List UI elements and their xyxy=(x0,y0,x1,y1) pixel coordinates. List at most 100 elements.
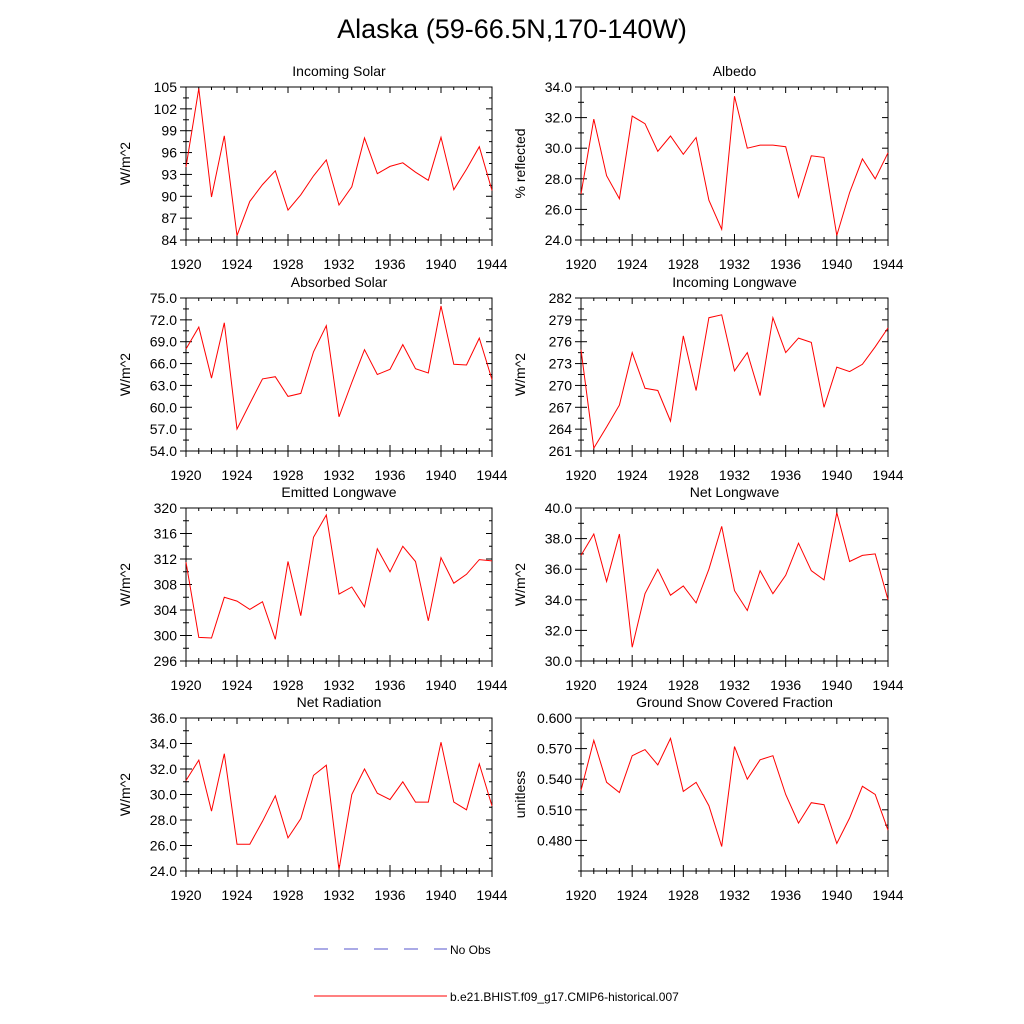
x-tick-label: 1944 xyxy=(476,467,507,483)
series-line xyxy=(580,512,889,648)
x-tick-label: 1928 xyxy=(272,256,303,272)
y-axis-label: W/m^2 xyxy=(117,142,133,185)
y-tick-label: 30.0 xyxy=(150,787,177,803)
x-tick-label: 1920 xyxy=(565,256,596,272)
x-tick-label: 1928 xyxy=(668,677,699,693)
y-tick-label: 0.480 xyxy=(537,832,572,848)
y-tick-label: 276 xyxy=(549,334,573,350)
panel-title: Net Radiation xyxy=(297,694,382,710)
x-tick-label: 1924 xyxy=(221,467,252,483)
y-tick-label: 273 xyxy=(549,356,573,372)
y-tick-label: 34.0 xyxy=(545,79,572,95)
x-tick-label: 1928 xyxy=(272,887,303,903)
y-tick-label: 267 xyxy=(549,399,573,415)
x-tick-label: 1928 xyxy=(668,256,699,272)
y-tick-label: 69.0 xyxy=(150,334,177,350)
x-tick-label: 1940 xyxy=(425,467,456,483)
y-tick-label: 72.0 xyxy=(150,312,177,328)
panel-title: Emitted Longwave xyxy=(281,484,396,500)
y-tick-label: 24.0 xyxy=(150,863,177,879)
x-tick-label: 1944 xyxy=(872,467,903,483)
x-tick-label: 1920 xyxy=(565,677,596,693)
x-tick-label: 1944 xyxy=(476,256,507,272)
y-tick-label: 57.0 xyxy=(150,421,177,437)
y-tick-label: 282 xyxy=(549,290,573,306)
chart-panel: Albedo % reflected 24.0 26.0 28.0 30.0 32.0 34.… xyxy=(512,63,904,272)
x-tick-label: 1932 xyxy=(323,256,354,272)
y-tick-label: 26.0 xyxy=(545,201,572,217)
y-tick-label: 102 xyxy=(154,101,178,117)
y-tick-label: 28.0 xyxy=(545,171,572,187)
y-tick-label: 40.0 xyxy=(545,500,572,516)
x-tick-label: 1924 xyxy=(617,256,648,272)
y-tick-label: 30.0 xyxy=(545,140,572,156)
x-tick-label: 1944 xyxy=(872,887,903,903)
x-tick-label: 1944 xyxy=(872,677,903,693)
panel-title: Ground Snow Covered Fraction xyxy=(636,694,833,710)
y-axis-label: W/m^2 xyxy=(117,353,133,396)
y-axis-label: % reflected xyxy=(512,128,528,198)
x-tick-label: 1924 xyxy=(617,887,648,903)
x-tick-label: 1928 xyxy=(272,467,303,483)
x-tick-label: 1924 xyxy=(221,677,252,693)
y-tick-label: 84 xyxy=(161,232,177,248)
x-tick-label: 1932 xyxy=(323,677,354,693)
x-tick-label: 1924 xyxy=(617,467,648,483)
x-tick-label: 1924 xyxy=(221,887,252,903)
x-tick-label: 1932 xyxy=(323,467,354,483)
series-line xyxy=(185,88,493,236)
y-tick-label: 99 xyxy=(161,123,177,139)
legend-label: b.e21.BHIST.f09_g17.CMIP6-historical.007 xyxy=(450,990,679,1004)
y-tick-label: 316 xyxy=(154,526,178,542)
panel-title: Albedo xyxy=(713,63,757,79)
x-tick-label: 1932 xyxy=(719,256,750,272)
y-tick-label: 261 xyxy=(549,443,573,459)
y-tick-label: 93 xyxy=(161,166,177,182)
x-tick-label: 1940 xyxy=(425,677,456,693)
x-tick-label: 1944 xyxy=(476,887,507,903)
x-tick-label: 1920 xyxy=(170,467,201,483)
y-tick-label: 66.0 xyxy=(150,356,177,372)
y-tick-label: 0.510 xyxy=(537,802,572,818)
plot-frame xyxy=(185,297,493,452)
series-line xyxy=(185,305,493,431)
x-tick-label: 1924 xyxy=(617,677,648,693)
y-tick-label: 24.0 xyxy=(545,232,572,248)
series-line xyxy=(580,736,889,847)
series-line xyxy=(185,513,493,640)
x-tick-label: 1936 xyxy=(374,677,405,693)
y-axis-label: W/m^2 xyxy=(512,353,528,396)
y-tick-label: 279 xyxy=(549,312,573,328)
y-tick-label: 105 xyxy=(154,79,178,95)
y-tick-label: 26.0 xyxy=(150,838,177,854)
x-tick-label: 1920 xyxy=(170,887,201,903)
chart-panel: Net Longwave W/m^2 30.0 32.0 34.0 36.0 38.0 40.… xyxy=(512,484,904,693)
y-tick-label: 54.0 xyxy=(150,443,177,459)
x-tick-label: 1940 xyxy=(425,256,456,272)
x-tick-label: 1940 xyxy=(821,256,852,272)
x-tick-label: 1928 xyxy=(272,677,303,693)
chart-panel: Incoming Solar W/m^2 84 87 90 93 96 99 102 105 192… xyxy=(117,63,508,272)
y-tick-label: 34.0 xyxy=(545,592,572,608)
chart-panel: Net Radiation W/m^2 24.0 26.0 28.0 30.0 32.0 34… xyxy=(117,694,508,903)
y-tick-label: 75.0 xyxy=(150,290,177,306)
x-tick-label: 1940 xyxy=(821,887,852,903)
legend: No Obs b.e21.BHIST.f09_g17.CMIP6-historic… xyxy=(314,943,679,1004)
x-tick-label: 1936 xyxy=(770,887,801,903)
page-title: Alaska (59-66.5N,170-140W) xyxy=(337,14,687,44)
panel-title: Absorbed Solar xyxy=(291,274,388,290)
y-tick-label: 38.0 xyxy=(545,531,572,547)
legend-label: No Obs xyxy=(450,943,491,957)
x-tick-label: 1936 xyxy=(770,467,801,483)
x-tick-label: 1936 xyxy=(374,256,405,272)
chart-panel: Emitted Longwave W/m^2 296 300 304 308 312 316 3… xyxy=(117,484,508,693)
y-tick-label: 32.0 xyxy=(545,622,572,638)
x-tick-label: 1920 xyxy=(565,887,596,903)
y-tick-label: 28.0 xyxy=(150,812,177,828)
series-line xyxy=(580,314,889,450)
series-line xyxy=(185,742,493,870)
x-tick-label: 1944 xyxy=(476,677,507,693)
y-tick-label: 264 xyxy=(549,421,573,437)
chart-panel: Absorbed Solar W/m^2 54.0 57.0 60.0 63.0 66.0 6… xyxy=(117,274,508,483)
